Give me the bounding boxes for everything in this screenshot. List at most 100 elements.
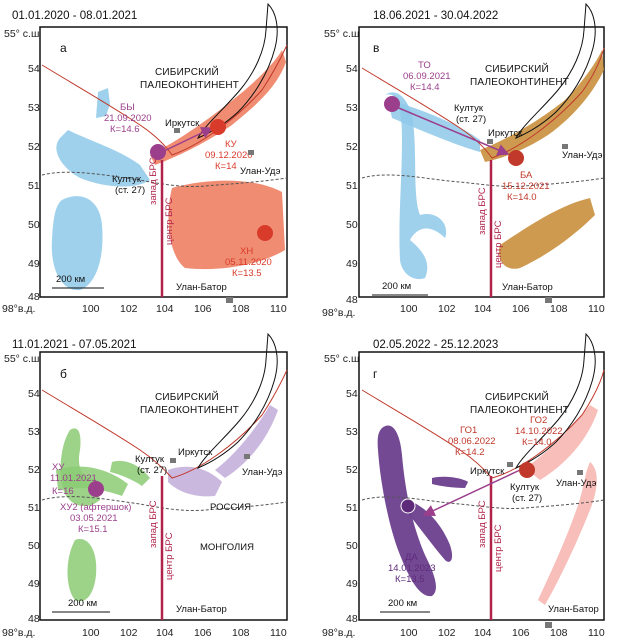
lake-baikal <box>514 2 596 140</box>
city-ulan-bator: Улан-Батор <box>176 604 227 615</box>
city-kultuk-station: (ст. 27) <box>115 185 145 196</box>
state-border <box>361 174 605 188</box>
lat-tick: 49 <box>28 578 40 590</box>
event-name: ХУ2 (афтершок) <box>60 502 131 513</box>
event-date: 14.01.2023 <box>388 563 436 574</box>
continent-label: СИБИРСКИЙ <box>155 65 219 78</box>
city-marker <box>562 144 568 149</box>
lon-tick: 104 <box>156 627 174 639</box>
brs-center-label: центр БРС <box>493 220 504 268</box>
city-marker <box>545 622 552 628</box>
event-energy: К=14.0 <box>507 192 537 203</box>
city-ulan-ude: Улан-Удэ <box>562 150 603 161</box>
lilac-zone <box>215 405 278 478</box>
lon-first-label: 98°в.д. <box>322 307 355 319</box>
lon-tick: 100 <box>82 627 100 639</box>
panel-b: 11.01.2021 - 07.05.2021 55° с.ш. запад Б… <box>2 332 288 639</box>
event-circle <box>400 498 416 514</box>
city-marker <box>577 470 583 475</box>
event-date: 06.09.2021 <box>403 71 451 82</box>
city-irkutsk: Иркутск <box>178 447 213 458</box>
green-zone <box>110 460 150 486</box>
panel-letter: б <box>60 367 67 381</box>
lon-tick: 100 <box>400 627 418 639</box>
city-ulan-ude: Улан-Удэ <box>556 478 597 489</box>
continent-label: ПАЛЕОКОНТИНЕНТ <box>470 77 569 88</box>
lon-tick: 102 <box>438 627 456 639</box>
lat-tick: 49 <box>28 258 40 270</box>
lilac-zone <box>168 466 222 497</box>
lat-tick: 53 <box>28 426 40 438</box>
city-kultuk-station: (ст. 27) <box>512 493 542 504</box>
city-ulan-bator: Улан-Батор <box>176 282 227 293</box>
panel-letter: г <box>373 367 378 381</box>
panel-date-range: 11.01.2021 - 07.05.2021 <box>12 339 136 351</box>
brown-zone <box>480 50 604 162</box>
event-name: ГО1 <box>460 425 477 436</box>
lat-tick: 53 <box>346 102 358 114</box>
city-kultuk-station: (ст. 27) <box>456 114 486 125</box>
state-border <box>41 496 288 512</box>
migration-arrow <box>393 105 510 156</box>
event-name: ХН <box>240 246 253 257</box>
lat-tick: 52 <box>28 141 40 153</box>
lon-tick: 106 <box>512 627 530 639</box>
lat-tick: 50 <box>346 219 358 231</box>
scale-label: 200 км <box>382 281 411 292</box>
blue-zone <box>385 92 447 280</box>
event-energy: К=13.5 <box>232 268 262 279</box>
event-date: 11.01.2021 <box>50 473 97 484</box>
lat-tick: 52 <box>346 464 358 476</box>
country-mongolia: МОНГОЛИЯ <box>200 542 254 553</box>
lon-tick: 108 <box>550 303 568 315</box>
lat-top-label: 55° с.ш. <box>4 28 42 40</box>
lat-tick: 51 <box>346 180 358 192</box>
city-irkutsk: Иркутск <box>488 128 523 139</box>
lat-tick: 48 <box>28 291 40 303</box>
country-russia: РОССИЯ <box>210 502 251 513</box>
city-kultuk-station: (ст. 27) <box>137 465 167 476</box>
brs-west-label: запад БРС <box>148 500 159 548</box>
continent-label: ПАЛЕОКОНТИНЕНТ <box>140 80 239 91</box>
migration-arrow <box>422 469 521 516</box>
city-ulan-ude: Улан-Удэ <box>240 166 281 177</box>
continent-label: ПАЛЕОКОНТИНЕНТ <box>140 405 239 416</box>
city-ulan-ude: Улан-Удэ <box>242 467 283 478</box>
event-energy: К=14.2 <box>455 447 485 458</box>
continent-label: СИБИРСКИЙ <box>485 62 549 75</box>
panel-letter: а <box>60 41 67 55</box>
lat-tick: 53 <box>28 102 40 114</box>
city-marker <box>545 297 552 303</box>
lat-tick: 54 <box>346 388 358 400</box>
brs-west-label: запад БРС <box>477 500 488 548</box>
lat-tick: 49 <box>346 258 358 270</box>
pink-zone <box>525 405 598 480</box>
lon-tick: 106 <box>512 303 530 315</box>
lon-tick: 104 <box>156 303 174 315</box>
event-energy: К=13.5 <box>395 574 425 585</box>
city-marker <box>244 454 250 459</box>
event-circle <box>519 462 535 478</box>
lon-first-label: 98°в.д. <box>2 627 35 639</box>
lon-tick: 100 <box>82 303 100 315</box>
lat-tick: 50 <box>28 219 40 231</box>
panel-date-range: 01.01.2020 - 08.01.2021 <box>12 10 137 22</box>
event-energy: К=16 <box>52 486 74 497</box>
lon-tick: 110 <box>270 627 287 639</box>
city-kultuk: Култук <box>135 454 165 465</box>
lat-tick: 54 <box>346 63 358 75</box>
event-circle <box>210 119 226 135</box>
lon-tick: 108 <box>232 303 250 315</box>
pink-zone <box>538 462 597 605</box>
event-name: ГО2 <box>530 415 547 426</box>
lon-tick: 110 <box>270 303 287 315</box>
suture-line <box>361 47 605 159</box>
lon-tick: 110 <box>588 627 605 639</box>
green-zone <box>67 539 97 602</box>
lat-tick: 52 <box>28 464 40 476</box>
lat-tick: 53 <box>346 426 358 438</box>
lon-tick: 108 <box>550 627 568 639</box>
lon-tick: 106 <box>194 303 212 315</box>
panel-date-range: 18.06.2021 - 30.04.2022 <box>373 10 498 22</box>
blue-zone <box>96 88 110 118</box>
